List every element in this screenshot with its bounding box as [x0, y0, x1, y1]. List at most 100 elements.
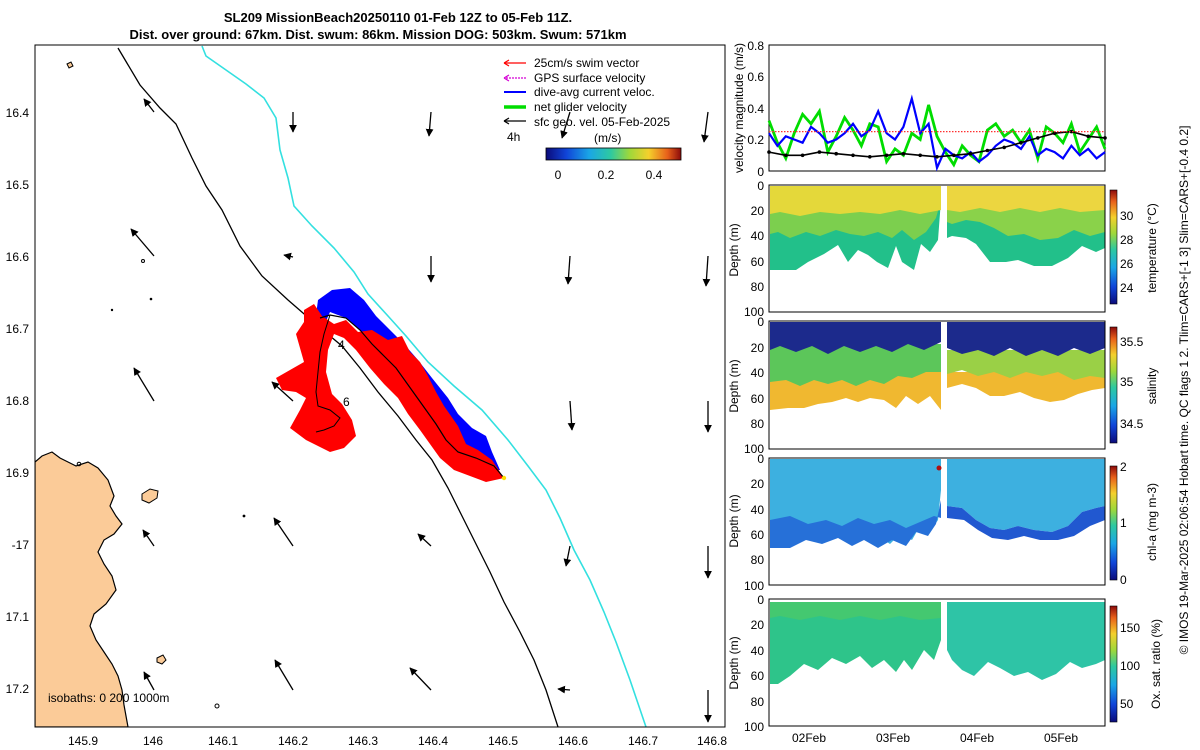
- y-tick-label: 16.8: [6, 394, 30, 408]
- salinity-field-2-top: [947, 322, 1105, 356]
- chla-field-deep: [770, 500, 941, 548]
- velocity-point: [1036, 136, 1040, 140]
- velocity-panel: velocity magnitude (m/s) 0.8 0.6 0.4 0.2…: [732, 39, 1107, 179]
- glider-path: [319, 314, 505, 479]
- sfc-vel-arrow: [130, 228, 155, 257]
- depth-tick: 80: [751, 280, 765, 294]
- velocity-point: [784, 153, 788, 158]
- depth-tick: 0: [757, 593, 764, 607]
- oxygen-field: [770, 602, 941, 684]
- vel-y-tick: 0.4: [747, 102, 764, 116]
- time-tick: 05Feb: [1044, 731, 1078, 745]
- chla-field-2-deep: [947, 506, 1105, 540]
- depth-tick: 100: [744, 579, 764, 593]
- temperature-field-2-surface: [947, 186, 1105, 212]
- chla-cbar-tick: 0: [1120, 573, 1127, 587]
- velocity-point: [901, 151, 906, 156]
- sfc-vel-arrow: [417, 533, 432, 547]
- legend-sfc-arrow-head-icon: [503, 117, 510, 125]
- salinity-field-2-mid: [947, 350, 1105, 380]
- vel-y-tick: 0: [757, 165, 764, 179]
- velocity-point: [1069, 129, 1074, 134]
- oxygen-section: [770, 602, 1105, 684]
- depth-tick: 0: [757, 452, 764, 466]
- time-tick: 02Feb: [792, 731, 826, 745]
- day-label: 6: [343, 395, 350, 409]
- isobath-200m: [117, 47, 559, 727]
- glider-track: [276, 288, 507, 482]
- temperature-field-surface: [770, 186, 941, 216]
- salinity-colorbar: [1109, 326, 1118, 444]
- velocity-series-line: [768, 94, 1106, 172]
- x-tick-label: 146.8: [697, 734, 727, 748]
- depth-tick: 20: [751, 341, 765, 355]
- x-tick-label: 146.2: [278, 734, 308, 748]
- figure-title-line1: SL209 MissionBeach20250110 01-Feb 12Z to…: [224, 10, 572, 25]
- legend-net-label: net glider velocity: [534, 100, 627, 114]
- velocity-point: [968, 151, 973, 156]
- y-tick-label: 16.5: [6, 178, 30, 192]
- sfc-vel-arrow: [425, 111, 434, 137]
- depth-tick: 20: [751, 204, 765, 218]
- sfc-geo-velocity-field: [130, 98, 712, 723]
- glider-path-loop: [315, 314, 341, 433]
- depth-tick: 0: [757, 315, 764, 329]
- sfc-vel-arrow: [274, 659, 294, 691]
- x-tick-label: 146.5: [488, 734, 518, 748]
- temp-cbar-tick: 28: [1120, 233, 1134, 247]
- figure-title-line2: Dist. over ground: 67km. Dist. swum: 86k…: [129, 27, 626, 42]
- salinity-section: [770, 322, 1105, 410]
- footer-credit: © IMOS 19-Mar-2025 02:06:54 Hobart time.…: [1177, 126, 1191, 655]
- map-legend: 25cm/s swim vector GPS surface velocity …: [503, 56, 682, 182]
- depth-tick: 80: [751, 695, 765, 709]
- chla-field-2: [947, 459, 1105, 532]
- isobath-1000m: [201, 45, 647, 727]
- temperature-clabel: temperature (°C): [1145, 203, 1159, 293]
- land-mass: [35, 451, 129, 727]
- salinity-panel: Depth (m) 0 20 40 60 80 100 34.5 35 35.5…: [727, 315, 1159, 456]
- velocity-point: [918, 153, 922, 158]
- sfc-vel-arrow: [557, 685, 571, 694]
- velocity-point: [800, 153, 805, 158]
- velocity-point: [1002, 145, 1006, 150]
- x-tick-label: 146.3: [348, 734, 378, 748]
- depth-tick: 80: [751, 417, 765, 431]
- ox-cbar-tick: 150: [1120, 621, 1140, 635]
- legend-gps-arrow-head-icon: [503, 74, 510, 82]
- time-tick: 03Feb: [876, 731, 910, 745]
- map-y-ticks: 16.4 16.5 16.6 16.7 16.8 16.9 -17 17.1 1…: [6, 106, 30, 696]
- legend-sfc-label: sfc geo. vel. 05-Feb-2025: [534, 115, 670, 129]
- oxygen-field-surface: [770, 602, 941, 620]
- island: [141, 259, 145, 263]
- chla-panel: Depth (m) 0 20 40 60 80 100 0 1 2 chl-a …: [727, 452, 1159, 593]
- sfc-vel-arrow: [701, 111, 709, 143]
- time-axis: 02Feb 03Feb 04Feb 05Feb: [792, 731, 1078, 745]
- depth-tick: 60: [751, 528, 765, 542]
- oxygen-colorbar: [1109, 605, 1118, 723]
- legend-current-label: dive-avg current veloc.: [534, 85, 655, 99]
- velocity-point: [1019, 140, 1023, 145]
- day-label: 4: [338, 338, 345, 352]
- salinity-field-2-deep: [947, 372, 1105, 402]
- depth-tick: 60: [751, 255, 765, 269]
- salinity-field-top: [770, 322, 941, 354]
- sfc-vel-arrow: [133, 367, 155, 402]
- temp-cbar-tick: 30: [1120, 209, 1134, 223]
- oxygen-field-2: [947, 602, 1105, 680]
- vel-y-tick: 0.2: [747, 133, 764, 147]
- depth-tick: 20: [751, 477, 765, 491]
- island: [110, 308, 114, 312]
- salinity-ylabel: Depth (m): [727, 359, 741, 412]
- map-x-ticks: 145.9 146 146.1 146.2 146.3 146.4 146.5 …: [68, 734, 727, 748]
- legend-swim-label: 25cm/s swim vector: [534, 56, 639, 70]
- oxygen-ylabel: Depth (m): [727, 636, 741, 689]
- y-tick-label: 16.7: [6, 322, 30, 336]
- colorbar-tick: 0: [555, 168, 562, 182]
- depth-tick: 60: [751, 392, 765, 406]
- island: [242, 514, 246, 518]
- island: [149, 297, 153, 301]
- glider-end-marker: [501, 475, 507, 481]
- sal-cbar-tick: 35: [1120, 375, 1134, 389]
- chla-ylabel: Depth (m): [727, 494, 741, 547]
- velocity-point: [1103, 136, 1107, 140]
